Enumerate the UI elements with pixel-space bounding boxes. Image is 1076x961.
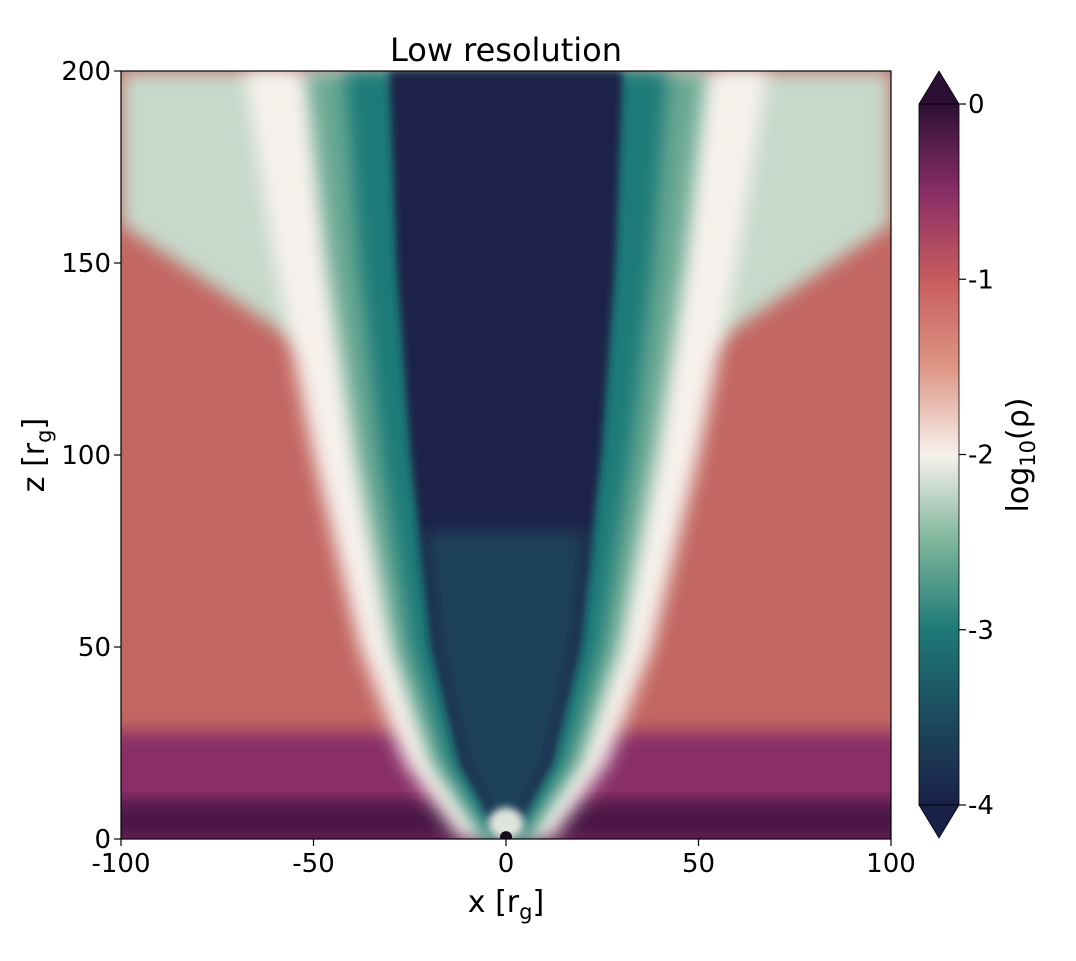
y-tick-label: 0 xyxy=(94,825,111,855)
y-tick-label: 150 xyxy=(61,249,111,279)
y-axis-label-sub: g xyxy=(32,430,56,443)
colorbar-label: log10(ρ) xyxy=(1001,398,1040,513)
y-axis: 0 50 100 150 200 xyxy=(61,57,121,855)
jet-base xyxy=(426,531,586,839)
chart-title: Low resolution xyxy=(390,31,622,69)
central-source xyxy=(488,807,524,839)
colorbar-ticks: 0 -1 -2 -3 -4 xyxy=(959,90,994,821)
y-axis-label: z [rg] xyxy=(17,418,56,492)
colorbar-tick-label: -4 xyxy=(968,791,994,821)
colorbar-label-main: log xyxy=(1001,467,1036,513)
y-tick-label: 50 xyxy=(78,633,111,663)
x-tick-label: 0 xyxy=(498,849,515,879)
black-hole xyxy=(500,831,512,839)
colorbar-tick-label: -3 xyxy=(968,616,994,646)
colorbar-extend-top xyxy=(918,70,960,105)
x-tick-label: -100 xyxy=(91,849,150,879)
colorbar-tick-label: 0 xyxy=(968,90,985,120)
x-axis-label-close: ] xyxy=(532,885,544,920)
y-tick-label: 100 xyxy=(61,441,111,471)
x-tick-label: 50 xyxy=(682,849,715,879)
y-tick-label: 200 xyxy=(61,57,111,87)
y-axis-label-close: ] xyxy=(17,418,52,430)
colorbar-label-sub: 10 xyxy=(1016,440,1040,467)
colorbar-tick-label: -2 xyxy=(968,441,994,471)
colorbar-label-rest: (ρ) xyxy=(1001,398,1036,440)
x-axis-label: x [rg] xyxy=(468,885,544,924)
heatmap-layers xyxy=(121,71,891,839)
colorbar-body xyxy=(918,103,960,806)
colorbar: 0 -1 -2 -3 -4 log10(ρ) xyxy=(918,70,1040,839)
x-axis-label-main: x [r xyxy=(468,885,520,920)
x-axis: -100 -50 0 50 100 xyxy=(91,839,916,879)
x-axis-label-sub: g xyxy=(519,900,532,924)
colorbar-tick-label: -1 xyxy=(968,265,994,295)
y-axis-label-main: z [r xyxy=(17,442,52,492)
heatmap xyxy=(121,71,891,839)
x-tick-label: -50 xyxy=(292,849,334,879)
colorbar-extend-bottom xyxy=(918,804,960,839)
x-tick-label: 100 xyxy=(866,849,916,879)
